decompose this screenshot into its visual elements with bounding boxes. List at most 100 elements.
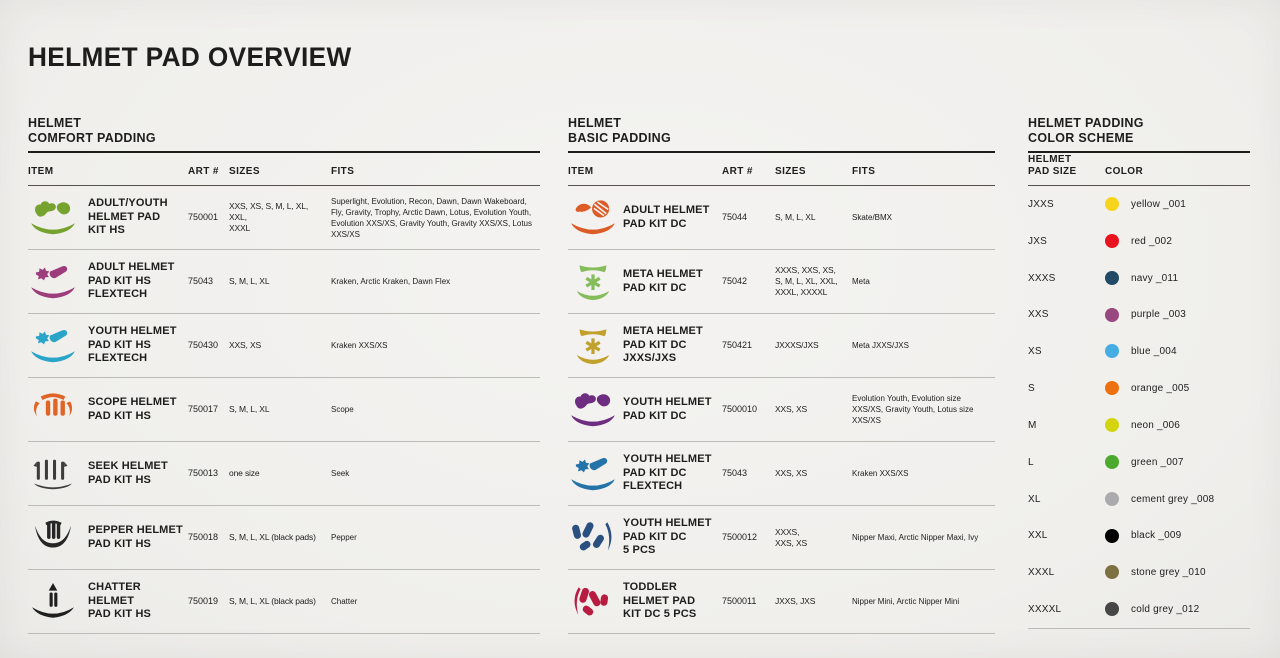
pad-kit-row: CHATTER HELMET PAD KIT HS 750019 S, M, L, …: [28, 570, 540, 634]
column-header-row: ITEM ART # SIZES FITS: [28, 153, 540, 186]
item-sizes: S, M, L, XL (black pads): [229, 532, 316, 542]
item-fits: Meta: [852, 277, 870, 286]
color-swatch-cell: [1105, 232, 1131, 250]
color-name: blue _004: [1131, 346, 1177, 358]
item-name: YOUTH HELMET PAD KIT HS FLEXTECH: [88, 325, 177, 365]
pad-size-label: XL: [1028, 493, 1041, 505]
pad-kit-row: YOUTH HELMET PAD KIT DC 7500010 XXS, XS Evo…: [568, 378, 995, 442]
column-header-fits: FITS: [852, 166, 876, 177]
column-header-pad-size: HELMET PAD SIZE: [1028, 154, 1077, 177]
color-name: navy _011: [1131, 272, 1179, 284]
color-swatch: [1105, 602, 1119, 617]
pad-size-label: L: [1028, 456, 1034, 468]
pad-kit-icon-cell: [568, 198, 623, 238]
five-pcs-pads-icon: [572, 521, 612, 551]
art-number: 75044: [722, 212, 748, 222]
pad-size-label: JXS: [1028, 235, 1047, 247]
pad-kit-row: SCOPE HELMET PAD KIT HS 750017 S, M, L, XL…: [28, 378, 540, 442]
pad-kit-icon-cell: [568, 582, 623, 622]
art-number: 75042: [722, 276, 748, 286]
flex-pads-icon: [31, 329, 75, 362]
color-swatch: [1105, 234, 1119, 248]
color-swatch-cell: [1105, 564, 1131, 582]
pad-size-label: S: [1028, 383, 1035, 395]
pepper-pads-icon: [34, 520, 72, 548]
pad-kit-icon-cell: [568, 518, 623, 558]
item-sizes: JXXXS/JXS: [775, 340, 819, 350]
color-swatch: [1105, 454, 1119, 469]
section-heading-line1: HELMET PADDING: [1028, 116, 1144, 130]
item-name: ADULT HELMET PAD KIT DC: [623, 204, 710, 230]
flex-pads-icon: [571, 457, 615, 490]
color-scheme-row: XXL black _009: [1028, 517, 1250, 554]
pad-kit-icon-cell: [28, 454, 88, 494]
art-number: 7500011: [722, 596, 757, 606]
item-sizes: XXXS, XXS, XS: [775, 526, 808, 548]
pad-kit-row: PEPPER HELMET PAD KIT HS 750018 S, M, L, X…: [28, 506, 540, 570]
color-swatch: [1105, 344, 1119, 359]
item-sizes: S, M, L, XL: [229, 404, 270, 414]
pad-kit-row: ADULT HELMET PAD KIT HS FLEXTECH 75043 S, …: [28, 250, 540, 314]
pad-kit-row: SEEK HELMET PAD KIT HS 750013 one size Seek: [28, 442, 540, 506]
color-scheme-rows: JXXS yellow _001 JXS red _002 XXXS navy _011 X…: [1028, 186, 1250, 629]
pad-kit-icon-cell: [28, 390, 88, 430]
pad-kit-icon-cell: [28, 326, 88, 366]
color-name: yellow _001: [1131, 198, 1187, 210]
color-swatch-cell: [1105, 527, 1131, 545]
column-header-art: ART #: [188, 166, 219, 177]
column-header-art: ART #: [722, 166, 753, 177]
color-swatch: [1105, 381, 1119, 396]
pad-size-label: XXXL: [1028, 567, 1055, 579]
seek-pads-icon: [33, 459, 73, 489]
item-sizes: JXXS, JXS: [775, 596, 816, 606]
art-number: 75043: [722, 468, 748, 478]
color-name: stone grey _010: [1131, 567, 1206, 579]
column-header-row: ITEM ART # SIZES FITS: [568, 153, 995, 186]
scope-pads-icon: [33, 392, 73, 416]
pad-size-label: XXS: [1028, 309, 1049, 321]
page-title: HELMET PAD OVERVIEW: [28, 42, 352, 73]
item-sizes: XXS, XS: [775, 468, 808, 478]
item-name: CHATTER HELMET PAD KIT HS: [88, 581, 152, 621]
pad-kit-row: YOUTH HELMET PAD KIT HS FLEXTECH 750430 XX…: [28, 314, 540, 378]
section-heading-line2: BASIC PADDING: [568, 131, 671, 145]
pad-kit-icon-cell: [28, 582, 88, 622]
pad-size-label: XXXS: [1028, 272, 1056, 284]
item-sizes: XXS, XS: [775, 404, 808, 414]
item-sizes: one size: [229, 468, 260, 478]
color-swatch: [1105, 197, 1119, 212]
pad-kit-row: YOUTH HELMET PAD KIT DC 5 PCS 7500012 XXXS…: [568, 506, 995, 570]
column-header-item: ITEM: [28, 166, 54, 177]
color-swatch-cell: [1105, 601, 1131, 619]
item-sizes: XXXS, XXS, XS, S, M, L, XL, XXL, XXXL, X…: [775, 265, 838, 297]
column-header-row: HELMET PAD SIZE COLOR: [1028, 153, 1250, 186]
basic-padding-rows: ADULT HELMET PAD KIT DC 75044 S, M, L, XL S…: [568, 186, 995, 634]
color-swatch: [1105, 528, 1119, 543]
color-swatch-cell: [1105, 195, 1131, 213]
item-fits: Scope: [331, 405, 354, 414]
color-scheme-row: XS blue _004: [1028, 333, 1250, 370]
item-fits: Chatter: [331, 597, 358, 606]
item-name: META HELMET PAD KIT DC JXXS/JXS: [623, 325, 703, 365]
item-name: YOUTH HELMET PAD KIT DC FLEXTECH: [623, 453, 712, 493]
color-scheme-row: XL cement grey _008: [1028, 481, 1250, 518]
item-sizes: XXS, XS, S, M, L, XL, XXL, XXXL: [229, 201, 309, 233]
color-name: green _007: [1131, 456, 1184, 468]
item-fits: Evolution Youth, Evolution size XXS/XS, …: [852, 394, 974, 425]
color-scheme-row: JXXS yellow _001: [1028, 186, 1250, 223]
pad-kit-row: YOUTH HELMET PAD KIT DC FLEXTECH 75043 XXS…: [568, 442, 995, 506]
pad-kit-icon-cell: [28, 198, 88, 238]
toddler-pads-icon: [574, 586, 609, 615]
art-number: 7500010: [722, 404, 758, 414]
pad-kit-icon-cell: [568, 454, 623, 494]
section-heading: HELMET COMFORT PADDING: [28, 115, 540, 153]
scatter-pads-icon: [31, 200, 75, 234]
item-fits: Pepper: [331, 533, 357, 542]
section-heading: HELMET PADDING COLOR SCHEME: [1028, 115, 1250, 153]
item-fits: Meta JXXS/JXS: [852, 341, 909, 350]
pad-size-label: XXXXL: [1028, 604, 1062, 616]
art-number: 750018: [188, 532, 219, 542]
item-sizes: S, M, L, XL: [775, 212, 816, 222]
color-swatch: [1105, 307, 1119, 322]
